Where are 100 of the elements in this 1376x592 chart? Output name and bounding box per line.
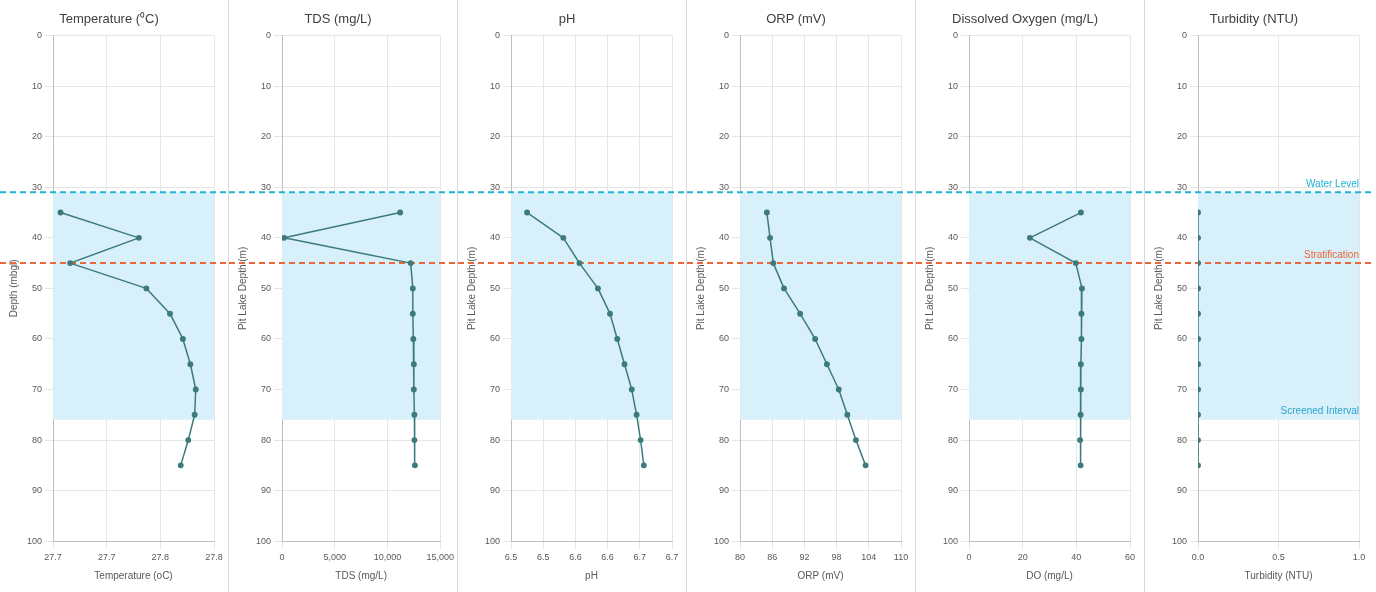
y-tick-label: 50 xyxy=(1177,282,1188,293)
x-tick-label: 98 xyxy=(831,552,842,563)
y-tick-label: 40 xyxy=(261,232,272,243)
y-tick-label: 60 xyxy=(261,333,272,344)
y-tick-label: 40 xyxy=(32,232,43,243)
y-tick-label: 90 xyxy=(32,485,43,496)
y-tick-label: 30 xyxy=(948,181,959,192)
y-tick-label: 50 xyxy=(948,282,959,293)
x-tick-label: 1.0 xyxy=(1352,552,1366,563)
x-axis-title: DO (mg/L) xyxy=(1026,569,1073,581)
y-tick-label: 0 xyxy=(37,30,43,41)
x-tick-label: 27.8 xyxy=(151,552,170,563)
y-tick-label: 0 xyxy=(724,30,730,41)
y-tick-label: 80 xyxy=(261,434,272,445)
x-axis-title: Temperature (oC) xyxy=(94,569,173,581)
x-tick-label: 6.7 xyxy=(665,552,679,563)
y-tick-label: 100 xyxy=(1171,535,1188,546)
x-tick-label: 60 xyxy=(1124,552,1136,563)
y-axis-title: Pit Lake Depth (m) xyxy=(465,246,477,331)
y-tick-label: 10 xyxy=(1177,80,1188,91)
y-tick-label: 100 xyxy=(713,535,730,546)
x-tick-label: 0 xyxy=(966,552,972,563)
y-tick-label: 90 xyxy=(490,485,501,496)
y-tick-label: 10 xyxy=(32,80,43,91)
y-tick-label: 80 xyxy=(490,434,501,445)
x-tick-label: 6.5 xyxy=(504,552,518,563)
x-axis-title: pH xyxy=(585,569,598,581)
y-axis-title: Pit Lake Depth (m) xyxy=(1152,246,1164,331)
y-tick-label: 80 xyxy=(948,434,959,445)
y-tick-label: 50 xyxy=(719,282,730,293)
x-tick-label: 0.0 xyxy=(1191,552,1205,563)
chart-title: ORP (mV) xyxy=(766,11,826,27)
y-tick-label: 50 xyxy=(32,282,43,293)
chart-title: Turbidity (NTU) xyxy=(1209,11,1299,27)
y-tick-label: 30 xyxy=(719,181,730,192)
y-tick-label: 40 xyxy=(1177,232,1188,243)
x-tick-label: 27.7 xyxy=(97,552,116,563)
y-tick-label: 100 xyxy=(26,535,43,546)
y-tick-label: 70 xyxy=(32,384,43,394)
x-tick-label: 10,000 xyxy=(373,552,402,563)
y-tick-label: 0 xyxy=(266,30,272,41)
x-tick-label: 0.5 xyxy=(1272,552,1285,563)
y-tick-label: 40 xyxy=(719,232,730,243)
x-axis-title: Turbidity (NTU) xyxy=(1244,569,1313,581)
y-tick-label: 10 xyxy=(490,80,501,91)
x-tick-label: 6.6 xyxy=(569,552,582,563)
y-tick-label: 20 xyxy=(948,131,959,142)
y-tick-label: 90 xyxy=(261,485,272,496)
y-axis-title: Pit Lake Depth (m) xyxy=(694,246,706,331)
x-tick-label: 86 xyxy=(767,552,778,563)
x-tick-label: 6.6 xyxy=(601,552,614,563)
y-axis-title: Pit Lake Depth (m) xyxy=(236,246,248,331)
y-tick-label: 70 xyxy=(261,384,272,394)
y-tick-label: 70 xyxy=(490,384,501,394)
y-tick-label: 40 xyxy=(948,232,959,243)
chart-title: Dissolved Oxygen (mg/L) xyxy=(952,11,1098,27)
y-tick-label: 70 xyxy=(719,384,730,394)
y-tick-label: 30 xyxy=(1177,181,1188,192)
x-tick-label: 104 xyxy=(861,552,877,563)
x-tick-label: 110 xyxy=(893,552,909,563)
x-tick-label: 40 xyxy=(1071,552,1082,563)
x-axis-title: TDS (mg/L) xyxy=(335,569,387,581)
y-tick-label: 70 xyxy=(1177,384,1188,394)
x-tick-label: 27.7 xyxy=(44,552,62,563)
y-tick-label: 90 xyxy=(719,485,730,496)
y-tick-label: 60 xyxy=(1177,333,1188,344)
y-tick-label: 50 xyxy=(261,282,272,293)
y-tick-label: 60 xyxy=(948,333,959,344)
y-tick-label: 100 xyxy=(255,535,272,546)
y-tick-label: 80 xyxy=(32,434,43,445)
x-tick-label: 80 xyxy=(735,552,746,563)
y-tick-label: 20 xyxy=(719,131,730,142)
y-tick-label: 30 xyxy=(32,181,43,192)
y-tick-label: 30 xyxy=(490,181,501,192)
y-tick-label: 60 xyxy=(719,333,730,344)
y-tick-label: 0 xyxy=(1182,30,1188,41)
x-tick-label: 6.7 xyxy=(633,552,647,563)
x-tick-label: 5,000 xyxy=(323,552,347,563)
y-tick-label: 90 xyxy=(1177,485,1188,496)
y-tick-label: 70 xyxy=(948,384,959,394)
y-tick-label: 80 xyxy=(719,434,730,445)
chart-title: pH xyxy=(558,11,576,27)
y-tick-label: 10 xyxy=(261,80,272,91)
chart-title: Temperature (⁰C) xyxy=(59,11,159,27)
y-tick-label: 20 xyxy=(1177,131,1188,142)
chart-title: TDS (mg/L) xyxy=(304,11,372,27)
y-tick-label: 10 xyxy=(719,80,730,91)
y-tick-label: 80 xyxy=(1177,434,1188,445)
y-tick-label: 60 xyxy=(490,333,501,344)
x-tick-label: 20 xyxy=(1017,552,1028,563)
y-tick-label: 100 xyxy=(942,535,959,546)
x-tick-label: 0 xyxy=(279,552,285,563)
y-tick-label: 60 xyxy=(32,333,43,344)
y-tick-label: 20 xyxy=(490,131,501,142)
y-tick-label: 20 xyxy=(261,131,272,142)
x-tick-label: 15,000 xyxy=(426,552,454,563)
y-tick-label: 100 xyxy=(484,535,501,546)
y-tick-label: 0 xyxy=(953,30,959,41)
y-axis-title: Pit Lake Depth (m) xyxy=(923,246,935,331)
x-axis-title: ORP (mV) xyxy=(797,569,844,581)
